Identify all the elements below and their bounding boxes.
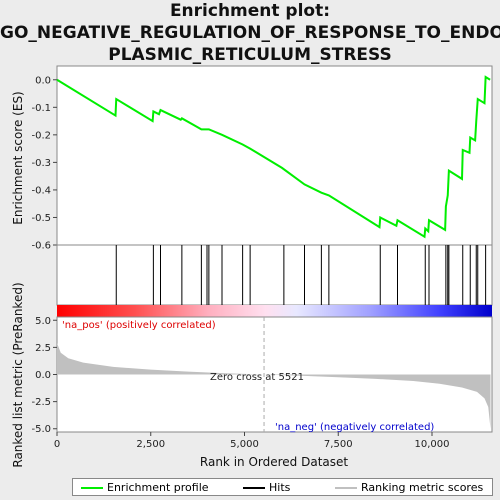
- es-ytick-label: -0.6: [31, 241, 51, 252]
- es-ytick-label: -0.4: [31, 185, 51, 196]
- es-ytick-label: -0.5: [31, 213, 51, 224]
- legend-hits-swatch: [243, 486, 265, 489]
- es-ylabel: Enrichment score (ES): [11, 91, 25, 224]
- pos-annotation: 'na_pos' (positively correlated): [62, 320, 216, 331]
- legend-enrichment-swatch: [81, 486, 103, 489]
- rank-xtick-label: 2,500: [136, 439, 165, 450]
- title-line-2: GO_NEGATIVE_REGULATION_OF_RESPONSE_TO_EN…: [0, 23, 500, 43]
- hits-panel: [56, 244, 493, 306]
- chart-title: Enrichment plot: GO_NEGATIVE_REGULATION_…: [0, 0, 500, 66]
- zero-cross-annotation: Zero cross at 5521: [210, 372, 304, 383]
- es-ytick-label: -0.3: [31, 158, 51, 169]
- es-panel: [56, 65, 493, 246]
- rank-ytick-label: -2.5: [31, 397, 51, 408]
- rank-ytick-label: 0.0: [35, 370, 51, 381]
- neg-annotation: 'na_neg' (negatively correlated): [275, 422, 434, 433]
- es-ytick-label: 0.0: [35, 75, 51, 86]
- enrichment-line: [56, 75, 491, 239]
- es-ytick-label: -0.1: [31, 103, 51, 114]
- rank-xlabel: Rank in Ordered Dataset: [200, 455, 348, 469]
- legend-ranking-label: Ranking metric scores: [361, 481, 484, 494]
- title-line-3: PLASMIC_RETICULUM_STRESS: [108, 45, 392, 65]
- rank-xtick-label: 7,500: [324, 439, 353, 450]
- rank-xtick-label: 5,000: [230, 439, 259, 450]
- rank-ytick-label: -5.0: [31, 424, 51, 435]
- title-line-1: Enrichment plot:: [169, 1, 331, 21]
- legend-hits-label: Hits: [269, 481, 291, 494]
- legend-ranking: Ranking metric scores: [335, 481, 483, 494]
- rank-xtick-label: 10,000: [415, 439, 450, 450]
- es-ytick-label: -0.2: [31, 130, 51, 141]
- rank-ytick-label: 2.5: [35, 343, 51, 354]
- rank-colorbar: [57, 305, 492, 317]
- legend-enrichment-label: Enrichment profile: [107, 481, 209, 494]
- rank-xtick-label: 0: [54, 439, 60, 450]
- legend-hits: Hits: [243, 481, 290, 494]
- enrichment-plot: 0.0 -0.1 -0.2 -0.3 -0.4 -0.5 -0.6 Enrichment s…: [11, 65, 493, 469]
- legend-ranking-swatch: [335, 486, 357, 489]
- legend: Enrichment profile Hits Ranking metric s…: [72, 478, 493, 496]
- legend-enrichment: Enrichment profile: [81, 481, 209, 494]
- rank-ylabel: Ranked list metric (PreRanked): [11, 282, 25, 467]
- rank-ytick-label: 5.0: [35, 316, 51, 327]
